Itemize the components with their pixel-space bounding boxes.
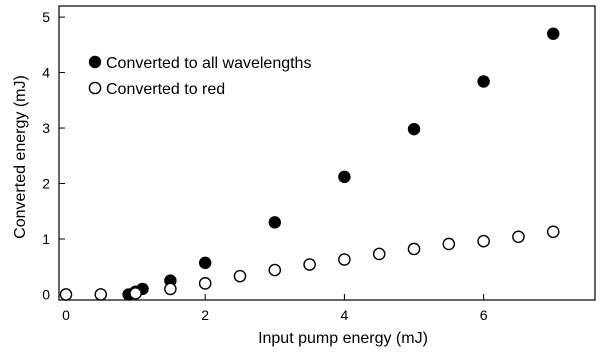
- data-point-red: [442, 237, 456, 251]
- data-point-red: [512, 230, 525, 244]
- legend-label: Converted to red: [106, 81, 225, 98]
- data-point-red: [338, 253, 351, 266]
- data-point-all-wavelengths: [407, 122, 421, 136]
- data-point-red: [303, 258, 316, 271]
- data-point-all-wavelengths: [547, 27, 560, 40]
- data-point-all-wavelengths: [338, 170, 351, 184]
- data-point-all-wavelengths: [268, 216, 281, 229]
- data-point-red: [233, 269, 247, 283]
- x-tick-label: 2: [201, 307, 209, 323]
- data-point-red: [268, 263, 282, 277]
- y-tick-label: 0: [42, 286, 50, 302]
- x-tick-label: 4: [341, 307, 349, 323]
- data-point-red: [94, 288, 108, 301]
- data-point-all-wavelengths: [477, 75, 490, 88]
- legend-marker-all-wavelengths: [88, 55, 102, 69]
- y-tick-label: 5: [42, 9, 50, 25]
- axis-ticks: 0 2 4 6 0 1 2 3 4 5: [42, 9, 488, 323]
- data-point-red: [164, 282, 177, 296]
- y-tick-label: 3: [42, 120, 50, 136]
- data-point-red: [372, 247, 386, 261]
- data-point-red: [546, 225, 560, 239]
- plot-frame: [58, 5, 596, 301]
- data-points: [59, 27, 560, 301]
- data-point-all-wavelengths: [198, 256, 212, 270]
- legend-marker-red: [88, 81, 102, 95]
- y-tick-label: 2: [42, 176, 50, 192]
- data-point-red: [477, 234, 490, 248]
- data-point-red: [407, 242, 421, 256]
- data-point-red: [198, 277, 212, 290]
- y-axis-label: Converted energy (mJ): [12, 75, 29, 239]
- legend-label: Converted to all wavelengths: [106, 55, 311, 72]
- plot-border: [58, 5, 596, 301]
- legend: Converted to all wavelengths Converted to…: [88, 55, 311, 98]
- data-point-red: [129, 287, 142, 300]
- y-tick-label: 4: [42, 65, 50, 81]
- y-tick-label: 1: [42, 231, 50, 247]
- x-tick-label: 6: [480, 307, 488, 323]
- x-tick-label: 0: [62, 307, 70, 323]
- data-point-red: [59, 288, 73, 301]
- x-axis-label: Input pump energy (mJ): [258, 330, 428, 347]
